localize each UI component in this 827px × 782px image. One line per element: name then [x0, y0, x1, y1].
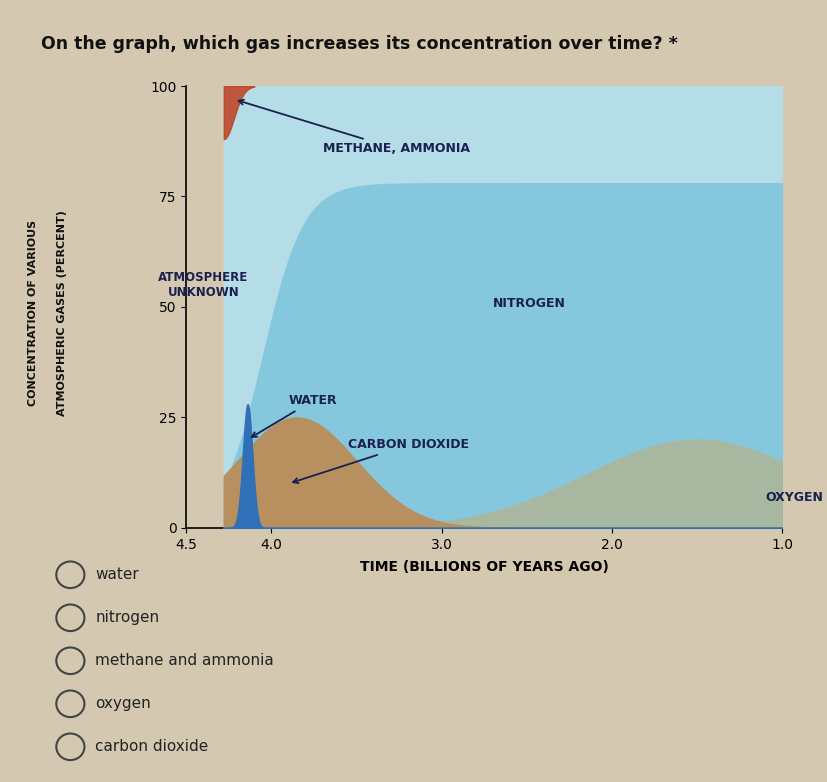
Text: CONCENTRATION OF VARIOUS: CONCENTRATION OF VARIOUS [28, 220, 38, 406]
Text: methane and ammonia: methane and ammonia [95, 653, 274, 669]
Text: oxygen: oxygen [95, 696, 151, 712]
Text: ATMOSPHERE
UNKNOWN: ATMOSPHERE UNKNOWN [158, 271, 248, 299]
Text: NITROGEN: NITROGEN [492, 297, 565, 310]
Text: CARBON DIOXIDE: CARBON DIOXIDE [293, 439, 469, 483]
Text: carbon dioxide: carbon dioxide [95, 739, 208, 755]
Text: METHANE, AMMONIA: METHANE, AMMONIA [238, 100, 469, 156]
Text: nitrogen: nitrogen [95, 610, 159, 626]
Text: On the graph, which gas increases its concentration over time? *: On the graph, which gas increases its co… [41, 35, 677, 53]
Text: WATER: WATER [251, 394, 337, 437]
Text: water: water [95, 567, 139, 583]
Text: ATMOSPHERIC GASES (PERCENT): ATMOSPHERIC GASES (PERCENT) [57, 210, 67, 416]
Text: OXYGEN: OXYGEN [764, 491, 822, 504]
X-axis label: TIME (BILLIONS OF YEARS AGO): TIME (BILLIONS OF YEARS AGO) [360, 560, 608, 574]
